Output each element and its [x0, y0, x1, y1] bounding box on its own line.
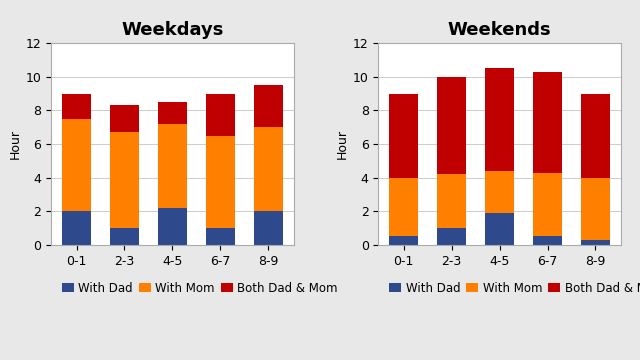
Legend: With Dad, With Mom, Both Dad & Mom: With Dad, With Mom, Both Dad & Mom — [384, 277, 640, 300]
Title: Weekdays: Weekdays — [121, 21, 223, 39]
Bar — [110, 228, 139, 245]
Bar — [437, 77, 466, 174]
Title: Weekends: Weekends — [448, 21, 552, 39]
Bar — [533, 72, 562, 172]
Bar — [437, 228, 466, 245]
Bar — [254, 211, 283, 245]
Bar — [206, 136, 235, 228]
Bar — [110, 105, 139, 132]
Bar — [437, 174, 466, 228]
Legend: With Dad, With Mom, Both Dad & Mom: With Dad, With Mom, Both Dad & Mom — [57, 277, 342, 300]
Bar — [254, 127, 283, 211]
Bar — [485, 171, 514, 213]
Bar — [389, 177, 418, 237]
Bar — [62, 94, 91, 119]
Bar — [62, 119, 91, 211]
Bar — [62, 211, 91, 245]
Y-axis label: Hour: Hour — [335, 129, 349, 159]
Bar — [158, 124, 187, 208]
Bar — [485, 68, 514, 171]
Bar — [485, 213, 514, 245]
Bar — [533, 172, 562, 237]
Bar — [389, 94, 418, 177]
Bar — [206, 228, 235, 245]
Bar — [110, 132, 139, 228]
Bar — [533, 237, 562, 245]
Bar — [581, 177, 610, 240]
Bar — [581, 94, 610, 177]
Bar — [581, 240, 610, 245]
Y-axis label: Hour: Hour — [8, 129, 21, 159]
Bar — [389, 237, 418, 245]
Bar — [158, 102, 187, 124]
Bar — [254, 85, 283, 127]
Bar — [206, 94, 235, 136]
Bar — [158, 208, 187, 245]
